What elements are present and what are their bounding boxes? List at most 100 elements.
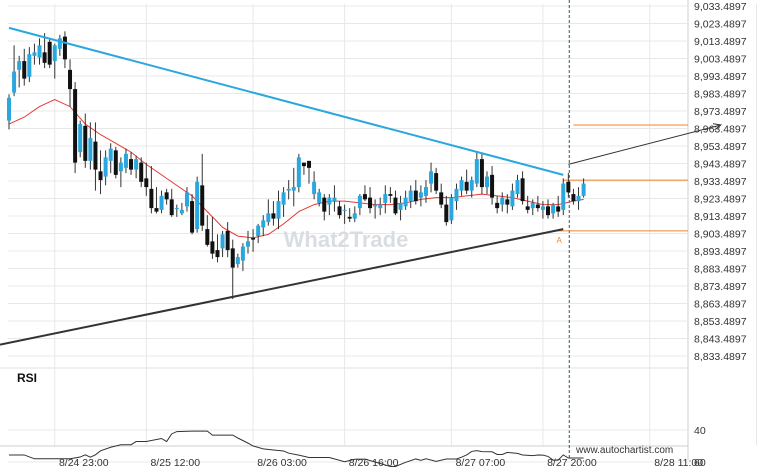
candle-down bbox=[154, 208, 159, 212]
candle-down bbox=[164, 192, 169, 200]
candle-up bbox=[256, 225, 261, 237]
candle-up bbox=[245, 241, 250, 247]
candle-down bbox=[83, 125, 88, 161]
candle-up bbox=[37, 45, 42, 58]
candle-up bbox=[581, 183, 586, 196]
candle-up bbox=[454, 188, 459, 202]
candle-up bbox=[235, 257, 240, 265]
rsi-tick-label: 60 bbox=[694, 457, 706, 469]
candle-up bbox=[561, 183, 566, 210]
candle-up bbox=[134, 159, 139, 170]
candle-up bbox=[7, 97, 11, 121]
attribution-text: www.autochartist.com bbox=[575, 445, 673, 456]
candle-up bbox=[327, 197, 332, 205]
candle-up bbox=[240, 246, 245, 261]
price-tick-label: 8,903.4897 bbox=[694, 229, 747, 241]
candle-up bbox=[312, 181, 317, 195]
price-tick-label: 8,883.4897 bbox=[694, 264, 747, 276]
candle-up bbox=[408, 190, 413, 202]
price-tick-label: 8,893.4897 bbox=[694, 246, 747, 258]
candle-up bbox=[108, 148, 113, 161]
candle-up bbox=[27, 54, 32, 77]
candle-up bbox=[118, 162, 123, 172]
time-tick-label: 8/26 16:00 bbox=[349, 457, 399, 469]
signal-marker: A bbox=[557, 236, 563, 245]
candle-down bbox=[322, 197, 327, 212]
candle-down bbox=[225, 230, 230, 251]
price-tick-label: 8,833.4897 bbox=[694, 351, 747, 363]
candle-down bbox=[205, 229, 210, 245]
time-tick-label: 8/27 07:00 bbox=[456, 457, 506, 469]
price-tick-label: 9,023.4897 bbox=[694, 19, 747, 31]
candle-down bbox=[495, 202, 500, 209]
candle-up bbox=[551, 204, 556, 214]
candle-up bbox=[220, 234, 225, 249]
candle-down bbox=[444, 204, 449, 223]
candle-up bbox=[184, 192, 189, 207]
candle-up bbox=[357, 195, 362, 209]
candle-down bbox=[42, 52, 47, 63]
candle-down bbox=[215, 250, 220, 258]
candle-down bbox=[556, 206, 561, 212]
candle-up bbox=[317, 192, 322, 203]
candle-up bbox=[510, 190, 515, 207]
candle-down bbox=[464, 181, 469, 191]
candle-up bbox=[276, 201, 281, 219]
candle-up bbox=[12, 71, 17, 93]
candle-down bbox=[144, 178, 149, 188]
price-tick-label: 8,873.4897 bbox=[694, 281, 747, 293]
candle-up bbox=[179, 209, 184, 214]
breakout-arrow-head bbox=[712, 123, 723, 131]
candle-down bbox=[301, 162, 306, 167]
price-tick-label: 8,983.4897 bbox=[694, 89, 747, 101]
candle-up bbox=[78, 124, 83, 153]
time-tick-label: 8/25 12:00 bbox=[150, 457, 200, 469]
price-tick-label: 8,923.4897 bbox=[694, 194, 747, 206]
candle-up bbox=[123, 153, 128, 168]
candle-up bbox=[530, 202, 535, 209]
candle-down bbox=[22, 61, 27, 79]
candle-up bbox=[398, 202, 403, 210]
candle-down bbox=[98, 171, 103, 181]
candle-down bbox=[73, 89, 78, 163]
candle-up bbox=[332, 197, 337, 202]
candle-up bbox=[296, 157, 301, 188]
candle-up bbox=[103, 157, 108, 177]
time-tick-label: 8/27 20:00 bbox=[547, 457, 597, 469]
candle-down bbox=[139, 162, 144, 182]
price-tick-label: 8,963.4897 bbox=[694, 124, 747, 136]
candle-down bbox=[490, 174, 495, 198]
candle-down bbox=[62, 36, 67, 60]
price-tick-label: 8,933.4897 bbox=[694, 176, 747, 188]
candle-up bbox=[540, 206, 545, 210]
candle-up bbox=[32, 52, 37, 56]
candle-up bbox=[352, 213, 357, 219]
candle-down bbox=[93, 141, 98, 170]
candle-up bbox=[423, 187, 428, 196]
candle-up bbox=[195, 181, 200, 230]
candle-down bbox=[190, 201, 195, 233]
candle-up bbox=[449, 197, 454, 221]
price-tick-label: 8,953.4897 bbox=[694, 141, 747, 153]
price-axis: 9,033.4897 9,023.4897 9,013.4897 9,003.4897… bbox=[694, 1, 747, 363]
price-tick-label: 8,853.4897 bbox=[694, 316, 747, 328]
rsi-line bbox=[9, 430, 584, 467]
candle-down bbox=[251, 237, 256, 240]
time-tick-label: 8/24 23:00 bbox=[59, 457, 109, 469]
candle-down bbox=[434, 173, 439, 191]
candle-down bbox=[505, 199, 510, 205]
watermark-text: What2Trade bbox=[284, 227, 409, 252]
rsi-label: RSI bbox=[17, 371, 37, 385]
candle-down bbox=[546, 206, 551, 216]
candle-up bbox=[286, 188, 291, 191]
candle-down bbox=[129, 159, 134, 170]
rsi-panel: RSI 60 40 bbox=[8, 371, 706, 469]
candle-down bbox=[566, 181, 571, 193]
price-tick-label: 8,863.4897 bbox=[694, 299, 747, 311]
candle-up bbox=[291, 187, 296, 191]
candle-down bbox=[210, 241, 215, 254]
candle-down bbox=[535, 204, 540, 209]
rsi-tick-label: 40 bbox=[694, 425, 706, 437]
candle-up bbox=[429, 171, 434, 184]
price-tick-label: 9,033.4897 bbox=[694, 1, 747, 13]
